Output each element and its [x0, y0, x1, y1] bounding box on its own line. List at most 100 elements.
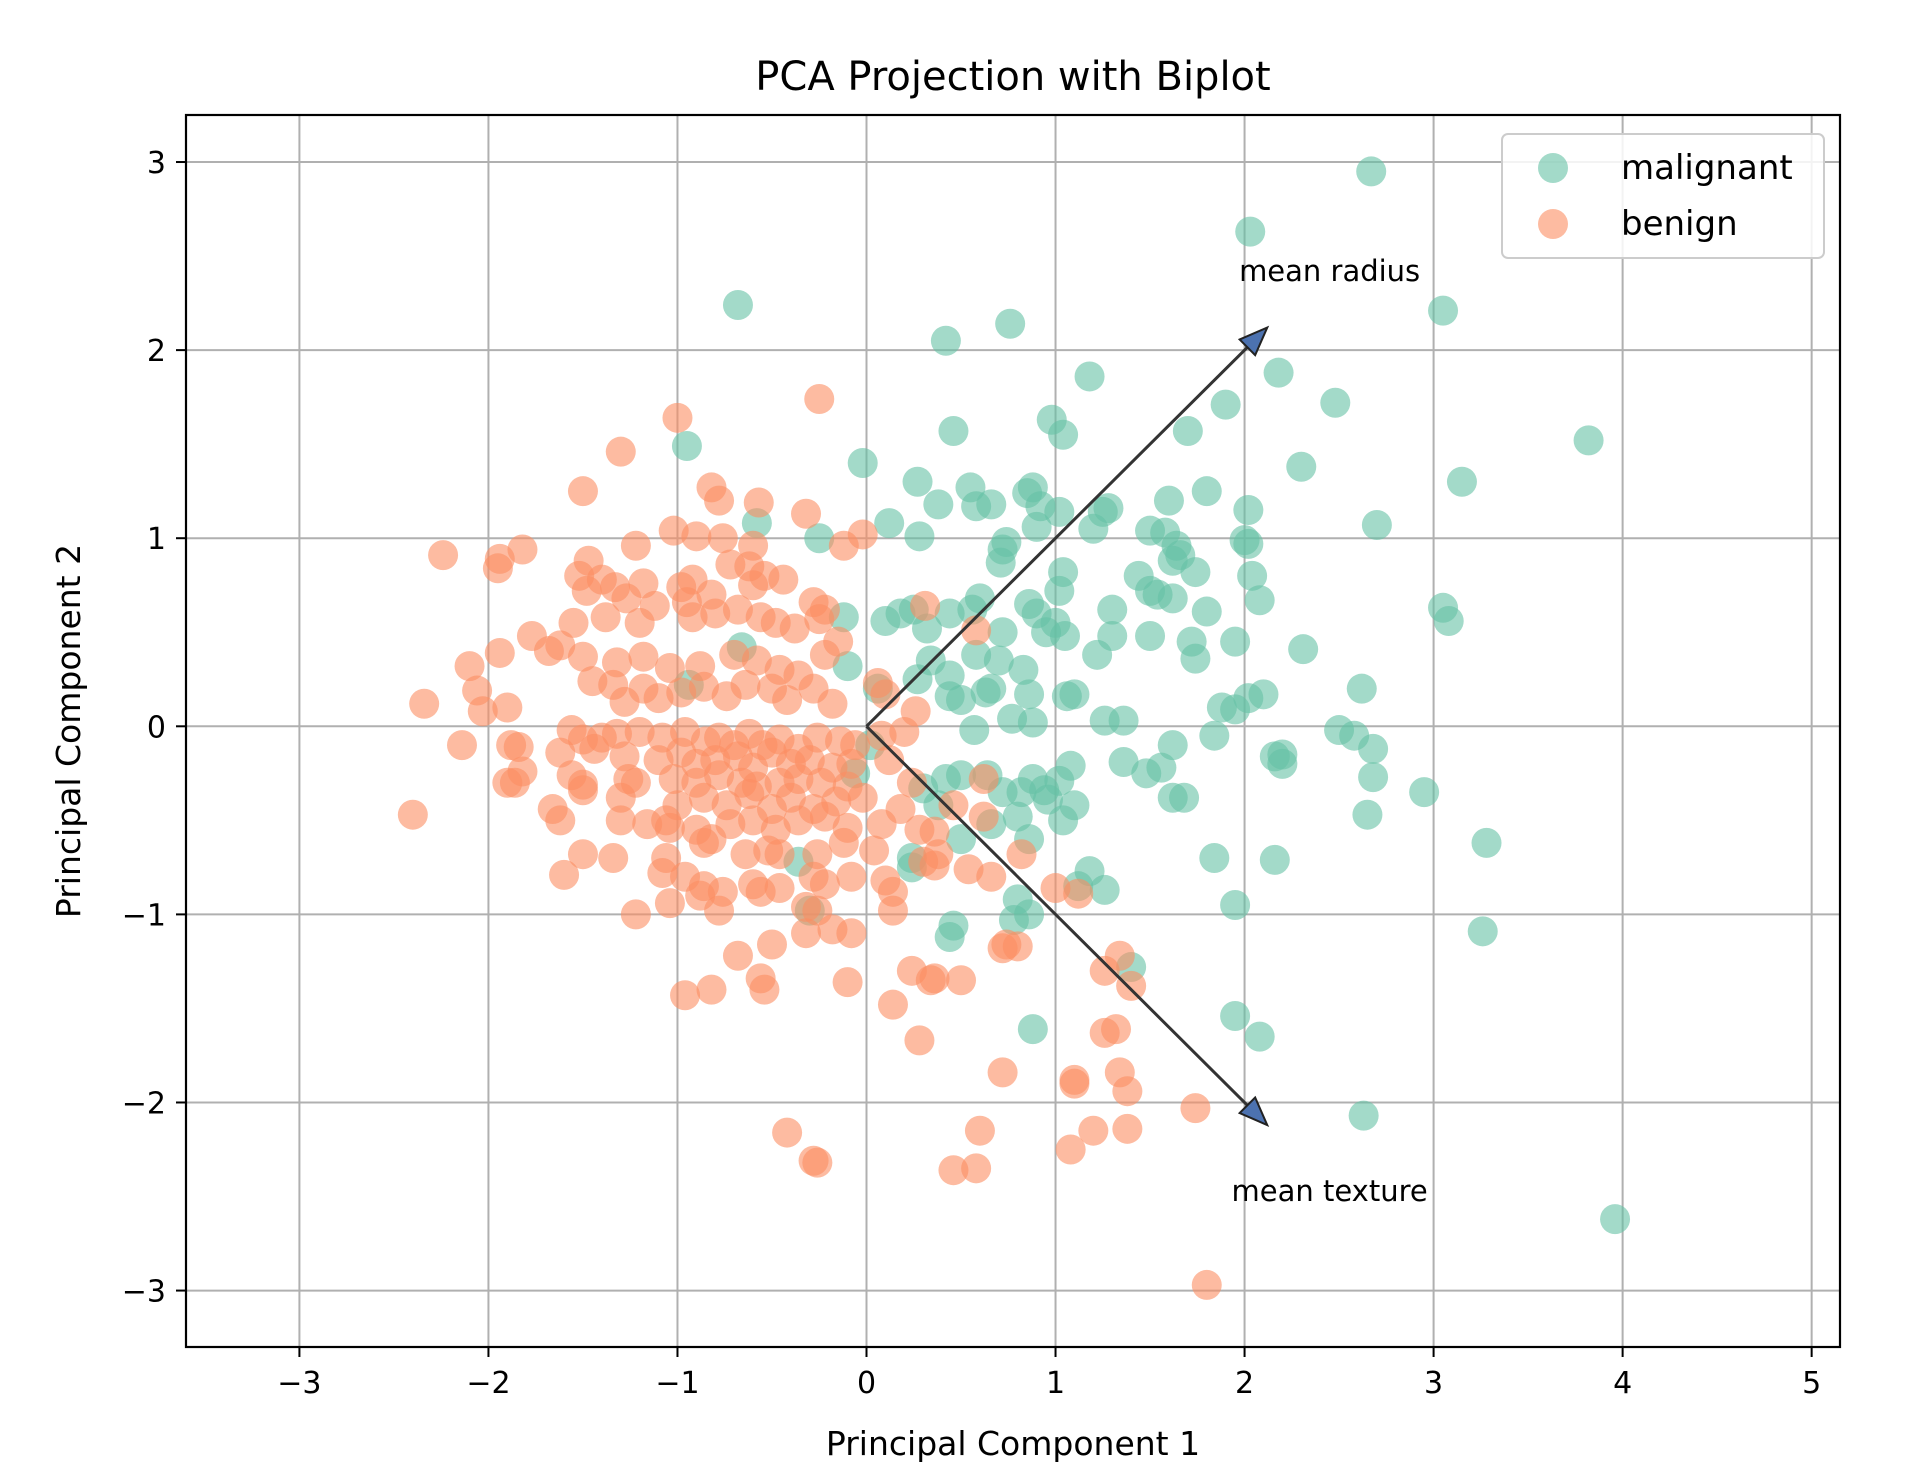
- data-point-benign: [719, 639, 750, 670]
- data-point-benign: [492, 767, 523, 798]
- data-point-benign: [397, 799, 428, 830]
- data-point-benign: [681, 521, 712, 552]
- data-point-malignant: [1153, 485, 1184, 516]
- data-point-benign: [791, 918, 822, 949]
- data-point-benign: [919, 963, 950, 994]
- data-point-benign: [961, 1153, 992, 1184]
- data-point-benign: [654, 812, 685, 843]
- data-point-benign: [804, 384, 835, 415]
- data-point-malignant: [1017, 1014, 1048, 1045]
- data-point-malignant: [1165, 540, 1196, 571]
- data-point-malignant: [832, 651, 863, 682]
- data-point-malignant: [870, 605, 901, 636]
- data-point-malignant: [923, 489, 954, 520]
- biplot-arrow-head: [1237, 1095, 1270, 1127]
- data-point-benign: [605, 782, 636, 813]
- data-point-benign: [549, 859, 580, 890]
- data-point-benign: [545, 805, 576, 836]
- x-tick-label: 4: [1613, 1366, 1632, 1401]
- data-point-benign: [567, 641, 598, 672]
- data-point-benign: [605, 805, 636, 836]
- data-point-benign: [919, 850, 950, 881]
- data-point-malignant: [1074, 361, 1105, 392]
- biplot-arrows: mean radius mean texture: [865, 254, 1428, 1208]
- data-point-benign: [817, 688, 848, 719]
- data-point-benign: [847, 782, 878, 813]
- data-point-benign: [802, 839, 833, 870]
- data-point-malignant: [1199, 842, 1230, 873]
- axis-ticks: −3 −2 −1 0 1 2 3 4 5 −3 −2 −1 0 1 2 3: [122, 146, 1821, 1401]
- data-point-benign: [704, 895, 735, 926]
- data-point-malignant: [1346, 673, 1377, 704]
- data-point-benign: [874, 745, 905, 776]
- legend: malignant benign: [1501, 133, 1825, 259]
- data-point-benign: [482, 553, 513, 584]
- data-point-benign: [1040, 873, 1071, 904]
- data-point-benign: [605, 436, 636, 467]
- data-point-benign: [764, 873, 795, 904]
- data-point-malignant: [1259, 844, 1290, 875]
- data-point-malignant: [1220, 889, 1251, 920]
- data-point-benign: [1055, 1134, 1086, 1165]
- data-point-malignant: [847, 447, 878, 478]
- data-point-benign: [896, 767, 927, 798]
- data-point-benign: [467, 696, 498, 727]
- data-point-malignant: [1286, 451, 1317, 482]
- data-point-benign: [938, 1155, 969, 1186]
- x-tick-label: −3: [277, 1366, 321, 1401]
- data-point-benign: [802, 1147, 833, 1178]
- data-point-benign: [836, 918, 867, 949]
- data-point-benign: [507, 534, 538, 565]
- data-point-malignant: [874, 508, 905, 539]
- data-point-benign: [961, 615, 992, 646]
- data-point-malignant: [1244, 585, 1275, 616]
- data-point-benign: [670, 980, 701, 1011]
- data-point-malignant: [911, 613, 942, 644]
- data-point-benign: [832, 967, 863, 998]
- data-point-malignant: [1169, 782, 1200, 813]
- x-tick-label: 5: [1802, 1366, 1821, 1401]
- data-point-benign: [775, 782, 806, 813]
- data-point-benign: [836, 861, 867, 892]
- data-point-benign: [409, 688, 440, 719]
- x-axis-label: Principal Component 1: [826, 1424, 1200, 1463]
- data-point-benign: [1101, 1014, 1132, 1045]
- data-point-malignant: [995, 308, 1026, 339]
- data-point-benign: [743, 487, 774, 518]
- data-point-benign: [866, 809, 897, 840]
- data-point-malignant: [1358, 762, 1389, 793]
- series-benign: [397, 384, 1222, 1300]
- data-point-benign: [802, 722, 833, 753]
- data-point-malignant: [1356, 156, 1387, 187]
- biplot-arrow-head: [1237, 325, 1270, 357]
- y-tick-label: −3: [122, 1275, 166, 1310]
- data-point-benign: [730, 669, 761, 700]
- data-point-benign: [900, 696, 931, 727]
- y-tick-label: 2: [147, 334, 166, 369]
- data-point-malignant: [902, 664, 933, 695]
- data-point-benign: [953, 854, 984, 885]
- data-point-malignant: [1008, 654, 1039, 685]
- data-point-benign: [677, 602, 708, 633]
- data-point-benign: [809, 869, 840, 900]
- data-point-benign: [503, 731, 534, 762]
- data-point-malignant: [1433, 605, 1464, 636]
- data-point-benign: [1078, 1115, 1109, 1146]
- data-point-benign: [1063, 878, 1094, 909]
- data-point-benign: [722, 594, 753, 625]
- data-point-benign: [601, 718, 632, 749]
- data-point-malignant: [1248, 679, 1279, 710]
- biplot-arrow-label: mean radius: [1239, 254, 1420, 288]
- data-point-malignant: [1017, 707, 1048, 738]
- y-tick-label: −2: [122, 1086, 166, 1121]
- data-point-benign: [734, 779, 765, 810]
- data-point-benign: [598, 842, 629, 873]
- data-point-malignant: [1021, 511, 1052, 542]
- x-tick-label: 2: [1235, 1366, 1254, 1401]
- data-points: [397, 156, 1631, 1300]
- data-point-malignant: [1157, 730, 1188, 761]
- data-point-benign: [722, 940, 753, 971]
- data-point-malignant: [985, 547, 1016, 578]
- data-point-benign: [658, 515, 689, 546]
- data-point-benign: [968, 801, 999, 832]
